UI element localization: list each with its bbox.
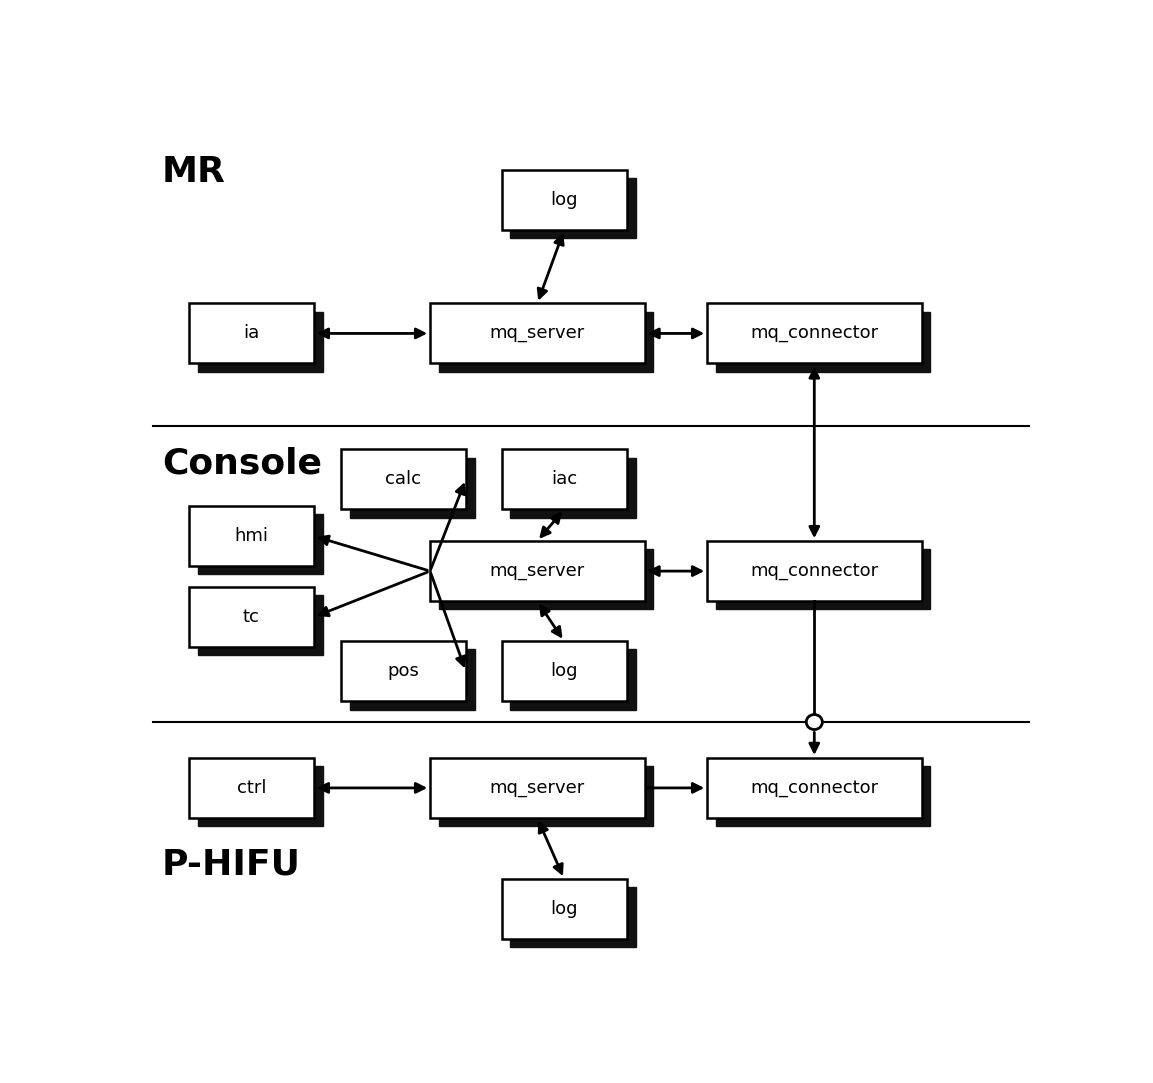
Text: hmi: hmi xyxy=(234,527,269,545)
Text: log: log xyxy=(550,662,578,680)
Bar xyxy=(716,312,930,371)
Text: Console: Console xyxy=(161,447,322,481)
Bar xyxy=(189,587,314,647)
Text: mq_connector: mq_connector xyxy=(751,779,879,797)
Bar xyxy=(430,303,645,364)
Bar xyxy=(511,650,635,709)
Bar xyxy=(716,549,930,610)
Text: P-HIFU: P-HIFU xyxy=(161,847,301,882)
Bar xyxy=(511,179,635,238)
Text: tc: tc xyxy=(243,608,259,626)
Bar xyxy=(707,758,921,818)
Text: mq_connector: mq_connector xyxy=(751,325,879,342)
Bar xyxy=(430,542,645,601)
Bar xyxy=(189,506,314,566)
Bar xyxy=(198,312,323,371)
Bar xyxy=(198,514,323,574)
Text: log: log xyxy=(550,900,578,917)
Bar xyxy=(341,449,466,509)
Bar xyxy=(189,758,314,818)
Text: mq_connector: mq_connector xyxy=(751,562,879,580)
Bar xyxy=(198,596,323,655)
Text: log: log xyxy=(550,191,578,209)
Bar xyxy=(716,767,930,826)
Bar xyxy=(502,878,627,939)
Text: ia: ia xyxy=(243,325,259,342)
Circle shape xyxy=(806,715,822,730)
Bar xyxy=(502,641,627,701)
Text: mq_server: mq_server xyxy=(490,562,585,580)
Bar xyxy=(511,887,635,948)
Bar xyxy=(511,458,635,518)
Bar xyxy=(502,449,627,509)
Bar xyxy=(341,641,466,701)
Text: ctrl: ctrl xyxy=(236,779,266,797)
Bar xyxy=(502,170,627,230)
Bar xyxy=(439,767,654,826)
Text: calc: calc xyxy=(385,470,421,488)
Text: iac: iac xyxy=(551,470,578,488)
Bar xyxy=(349,458,475,518)
Bar xyxy=(707,303,921,364)
Text: pos: pos xyxy=(387,662,420,680)
Bar xyxy=(707,542,921,601)
Text: mq_server: mq_server xyxy=(490,779,585,797)
Bar xyxy=(198,767,323,826)
Text: MR: MR xyxy=(161,155,226,188)
Bar xyxy=(430,758,645,818)
Bar xyxy=(439,549,654,610)
Bar xyxy=(349,650,475,709)
Text: mq_server: mq_server xyxy=(490,325,585,342)
Bar xyxy=(439,312,654,371)
Bar xyxy=(189,303,314,364)
